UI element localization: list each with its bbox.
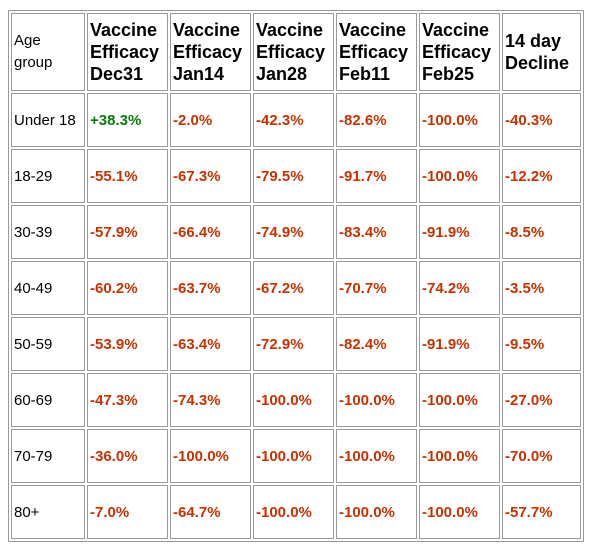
value-cell: -64.7%	[170, 485, 251, 539]
value-cell: -100.0%	[336, 373, 417, 427]
table-row: 80+ -7.0% -64.7% -100.0% -100.0% -100.0% -57.7…	[11, 485, 581, 539]
table-row: 18-29 -55.1% -67.3% -79.5% -91.7% -100.0% -12.…	[11, 149, 581, 203]
value-cell: -2.0%	[170, 93, 251, 147]
value-cell: -74.2%	[419, 261, 500, 315]
value-cell: -67.2%	[253, 261, 334, 315]
age-group-cell: 60-69	[11, 373, 85, 427]
value-cell: -91.9%	[419, 205, 500, 259]
table-row: Under 18 +38.3% -2.0% -42.3% -82.6% -100.0% -4…	[11, 93, 581, 147]
age-group-cell: 30-39	[11, 205, 85, 259]
value-cell: -70.0%	[502, 429, 581, 483]
value-cell: -57.9%	[87, 205, 168, 259]
age-group-cell: 80+	[11, 485, 85, 539]
value-cell: -91.9%	[419, 317, 500, 371]
value-cell: -47.3%	[87, 373, 168, 427]
value-cell: -82.4%	[336, 317, 417, 371]
column-header: Vaccine Efficacy Jan14	[170, 13, 251, 91]
value-cell: -91.7%	[336, 149, 417, 203]
age-group-cell: Under 18	[11, 93, 85, 147]
age-group-cell: 50-59	[11, 317, 85, 371]
column-header: Vaccine Efficacy Jan28	[253, 13, 334, 91]
table-row: 30-39 -57.9% -66.4% -74.9% -83.4% -91.9% -8.5%	[11, 205, 581, 259]
age-group-cell: 40-49	[11, 261, 85, 315]
column-header: 14 day Decline	[502, 13, 581, 91]
value-cell: -7.0%	[87, 485, 168, 539]
value-cell: -55.1%	[87, 149, 168, 203]
value-cell: -74.9%	[253, 205, 334, 259]
table-row: 50-59 -53.9% -63.4% -72.9% -82.4% -91.9% -9.5%	[11, 317, 581, 371]
table-row: 40-49 -60.2% -63.7% -67.2% -70.7% -74.2% -3.5%	[11, 261, 581, 315]
value-cell: -53.9%	[87, 317, 168, 371]
value-cell: -63.4%	[170, 317, 251, 371]
value-cell: -12.2%	[502, 149, 581, 203]
table-row: 70-79 -36.0% -100.0% -100.0% -100.0% -100.0% -…	[11, 429, 581, 483]
value-cell: -74.3%	[170, 373, 251, 427]
value-cell: -36.0%	[87, 429, 168, 483]
header-row: Age group Vaccine Efficacy Dec31 Vaccine E…	[11, 13, 581, 91]
value-cell: -63.7%	[170, 261, 251, 315]
value-cell: -100.0%	[419, 485, 500, 539]
value-cell: -82.6%	[336, 93, 417, 147]
value-cell: -8.5%	[502, 205, 581, 259]
value-cell: -9.5%	[502, 317, 581, 371]
value-cell: -79.5%	[253, 149, 334, 203]
age-group-cell: 70-79	[11, 429, 85, 483]
value-cell: -57.7%	[502, 485, 581, 539]
column-header: Vaccine Efficacy Feb25	[419, 13, 500, 91]
table-body: Under 18 +38.3% -2.0% -42.3% -82.6% -100.0% -4…	[11, 93, 581, 539]
value-cell: -3.5%	[502, 261, 581, 315]
value-cell: -100.0%	[419, 149, 500, 203]
column-header: Vaccine Efficacy Feb11	[336, 13, 417, 91]
value-cell: -100.0%	[336, 485, 417, 539]
value-cell: -100.0%	[419, 93, 500, 147]
value-cell: +38.3%	[87, 93, 168, 147]
column-header: Age group	[11, 13, 85, 91]
value-cell: -100.0%	[253, 429, 334, 483]
value-cell: -66.4%	[170, 205, 251, 259]
value-cell: -72.9%	[253, 317, 334, 371]
value-cell: -100.0%	[419, 373, 500, 427]
value-cell: -70.7%	[336, 261, 417, 315]
value-cell: -40.3%	[502, 93, 581, 147]
value-cell: -60.2%	[87, 261, 168, 315]
value-cell: -100.0%	[253, 373, 334, 427]
value-cell: -27.0%	[502, 373, 581, 427]
value-cell: -83.4%	[336, 205, 417, 259]
value-cell: -42.3%	[253, 93, 334, 147]
value-cell: -100.0%	[170, 429, 251, 483]
age-group-cell: 18-29	[11, 149, 85, 203]
value-cell: -67.3%	[170, 149, 251, 203]
value-cell: -100.0%	[336, 429, 417, 483]
table-row: 60-69 -47.3% -74.3% -100.0% -100.0% -100.0% -2…	[11, 373, 581, 427]
efficacy-table: Age group Vaccine Efficacy Dec31 Vaccine E…	[8, 10, 584, 542]
value-cell: -100.0%	[419, 429, 500, 483]
value-cell: -100.0%	[253, 485, 334, 539]
column-header: Vaccine Efficacy Dec31	[87, 13, 168, 91]
